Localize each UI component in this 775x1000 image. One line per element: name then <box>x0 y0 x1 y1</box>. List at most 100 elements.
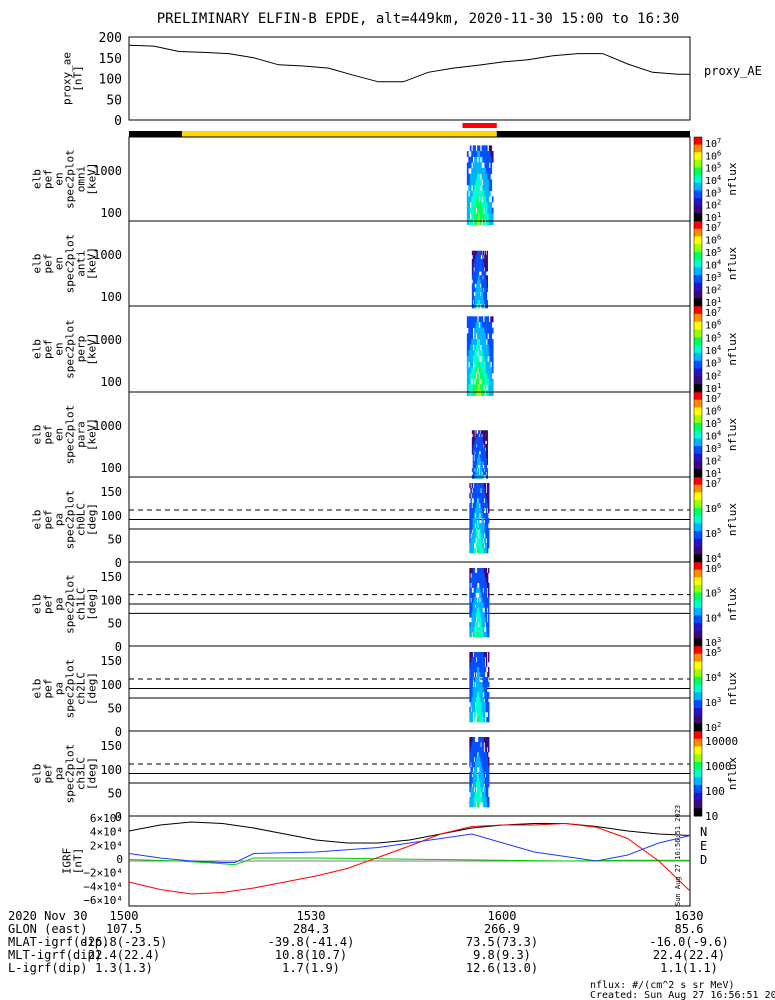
colorbar-tick: 105 <box>705 646 721 659</box>
colorbar-tick: 106 <box>705 234 721 247</box>
heat-cell <box>483 468 484 472</box>
pa_ch2-ylabel: elbpefpaspec2plotch2LC[deg] <box>31 659 99 719</box>
heat-cell <box>488 777 489 782</box>
heat-cell <box>469 762 470 767</box>
colorbar-band <box>694 661 702 669</box>
pa_ch0-heatmap <box>469 483 489 553</box>
colorbar-band <box>694 137 702 145</box>
colorbar-band <box>694 600 702 608</box>
heat-cell <box>484 657 485 662</box>
colorbar-band <box>694 539 702 547</box>
colorbar-band <box>694 438 702 446</box>
colorbar-label: nflux <box>726 162 739 195</box>
spec_omni-colorbar: 107106105104103102101nflux <box>694 137 739 224</box>
heat-cell <box>483 219 485 225</box>
heat-cell <box>479 157 481 163</box>
colorbar-tick: 102 <box>705 455 721 468</box>
heat-cell <box>486 296 487 300</box>
heat-cell <box>471 345 473 351</box>
heat-cell <box>488 503 489 508</box>
heat-cell <box>476 767 477 772</box>
heat-cell <box>482 316 484 322</box>
heat-cell <box>492 151 494 157</box>
heat-cell <box>478 451 479 455</box>
heat-cell <box>487 259 488 263</box>
heat-cell <box>469 598 470 603</box>
ephemeris-value: 22.4(22.4) <box>653 948 725 962</box>
heat-cell <box>483 543 484 548</box>
ephemeris-value: 85.6 <box>675 922 704 936</box>
heat-cell <box>492 157 494 163</box>
heat-cell <box>492 379 494 385</box>
colorbar-band <box>694 531 702 539</box>
heat-cell <box>487 316 489 322</box>
heat-cell <box>483 508 484 513</box>
colorbar-band <box>694 608 702 616</box>
heat-cell <box>475 672 476 677</box>
ephemeris-value: -26.8(-23.5) <box>81 935 168 949</box>
heat-cell <box>481 251 482 255</box>
heat-cell <box>486 465 487 469</box>
spec_para-ylabel-line: [keV] <box>86 418 99 451</box>
heat-cell <box>474 717 475 722</box>
heat-cell <box>488 488 489 493</box>
heat-cell <box>488 667 489 672</box>
heat-cell <box>479 345 481 351</box>
heat-cell <box>476 367 478 373</box>
heat-cell <box>484 447 485 451</box>
colorbar-band <box>694 554 702 562</box>
heat-cell <box>485 472 486 476</box>
igrf-series-blue <box>129 834 690 863</box>
heat-cell <box>487 434 488 438</box>
heat-cell <box>478 503 479 508</box>
heat-cell <box>478 802 479 807</box>
colorbar-band <box>694 267 702 275</box>
heat-cell <box>492 350 494 356</box>
heat-cell <box>482 275 483 279</box>
spec_perp-ylabel-line: [keV] <box>86 332 99 365</box>
colorbar-band <box>694 669 702 677</box>
igrf-ytick: 6×10⁴ <box>90 812 123 825</box>
colorbar-band <box>694 562 702 570</box>
heat-cell <box>490 162 492 168</box>
colorbar-tick: 105 <box>705 331 721 344</box>
heat-cell <box>488 717 489 722</box>
ae-ytick: 100 <box>99 73 122 88</box>
heat-cell <box>492 362 494 368</box>
colorbar-band <box>694 723 702 731</box>
collection-marker <box>462 123 496 128</box>
colorbar-band <box>694 654 702 662</box>
colorbar-band <box>694 275 702 283</box>
pa_ch0-colorbar: 107106105104nflux <box>694 477 739 565</box>
colorbar-band <box>694 353 702 361</box>
spec_anti-ytick: 100 <box>100 290 122 304</box>
colorbar-tick: 107 <box>705 392 721 405</box>
heat-cell <box>489 362 491 368</box>
heat-cell <box>488 712 489 717</box>
pa_ch2-ytick: 0 <box>115 725 122 739</box>
colorbar-band <box>694 229 702 237</box>
colorbar-band <box>694 785 702 793</box>
heat-cell <box>476 752 477 757</box>
heat-cell <box>480 219 482 225</box>
spec_para-colorbar: 107106105104103102101nflux <box>694 392 739 480</box>
heat-cell <box>482 465 483 469</box>
heat-cell <box>490 322 492 328</box>
heat-cell <box>485 667 486 672</box>
heat-cell <box>486 687 487 692</box>
heat-cell <box>488 782 489 787</box>
heat-cell <box>486 508 487 513</box>
heat-cell <box>492 339 494 345</box>
heat-cell <box>487 255 488 259</box>
heat-cell <box>488 568 489 573</box>
heat-cell <box>488 607 489 612</box>
heat-cell <box>487 279 488 283</box>
heat-cell <box>471 328 473 334</box>
heat-cell <box>487 523 488 528</box>
heat-cell <box>486 607 487 612</box>
heat-cell <box>476 518 477 523</box>
spec_anti-ylabel: elbpefenspec2plotanti[keV] <box>31 234 99 294</box>
colorbar-band <box>694 252 702 260</box>
proxy-ae-ylabel: proxy_ae[nT] <box>61 52 85 105</box>
colorbar-band <box>694 361 702 369</box>
